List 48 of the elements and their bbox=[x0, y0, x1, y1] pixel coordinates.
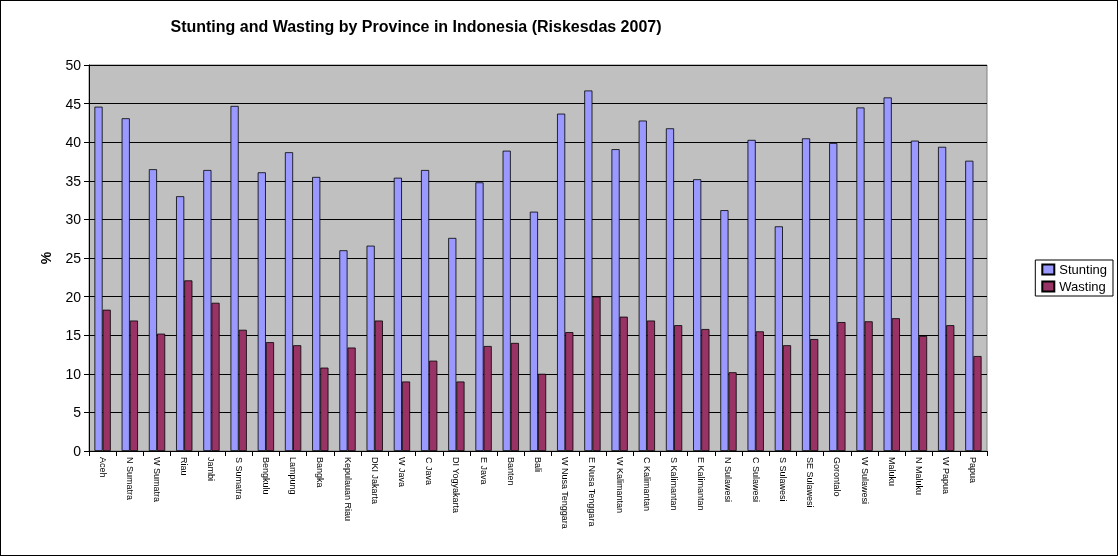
x-tick-label: W Sumatra bbox=[152, 457, 163, 503]
x-tick-label: S Kalimantan bbox=[669, 457, 680, 511]
y-tick-label: 20 bbox=[65, 288, 82, 305]
x-tick-label: C Sulawesi bbox=[750, 457, 761, 503]
x-tick-label: Lampung bbox=[288, 457, 299, 495]
x-tick-label: W Nusa Tenggara bbox=[560, 457, 571, 529]
x-tick-label: Bengkulu bbox=[260, 457, 271, 495]
x-tick-label: C Kalimantan bbox=[641, 457, 652, 512]
legend-label: Stunting bbox=[1059, 262, 1107, 277]
y-tick-label: 15 bbox=[65, 327, 82, 344]
x-tick-label: W Kalimantan bbox=[614, 457, 625, 514]
y-tick-label: 35 bbox=[65, 172, 82, 189]
x-tick-label: E Nusa Tenggara bbox=[587, 457, 598, 527]
x-tick-label: N Sumatra bbox=[124, 457, 135, 501]
x-tick-label: E Java bbox=[478, 457, 489, 485]
x-tick-label: N Maluku bbox=[913, 457, 924, 496]
x-tick-label: Riau bbox=[179, 457, 190, 476]
x-tick-label: Banten bbox=[505, 457, 516, 486]
x-tick-label: Papua bbox=[968, 457, 979, 484]
x-tick-label: Bali bbox=[533, 457, 543, 473]
x-tick-label: DI Yogyakarta bbox=[451, 457, 462, 514]
y-tick-label: 40 bbox=[65, 134, 82, 151]
legend-label: Wasting bbox=[1059, 279, 1106, 294]
x-tick-label: Aceh bbox=[97, 457, 108, 478]
x-tick-label: Bangka bbox=[315, 457, 326, 488]
x-tick-label: S Sumatra bbox=[233, 457, 244, 500]
x-tick-label: W Papua bbox=[941, 457, 952, 495]
x-tick-label: W Sulawesi bbox=[859, 457, 870, 505]
x-tick-label: S Sulawesi bbox=[777, 457, 788, 502]
x-tick-label: N Sulawesi bbox=[723, 457, 734, 503]
y-axis-title: % bbox=[38, 251, 54, 265]
x-tick-label: E Kalimantan bbox=[696, 457, 707, 511]
x-tick-label: C Java bbox=[424, 457, 435, 486]
y-tick-label: 30 bbox=[65, 211, 82, 228]
x-tick-label: Kepulauan Riau bbox=[342, 457, 353, 522]
x-tick-label: DKI Jakarta bbox=[369, 457, 380, 505]
y-tick-label: 45 bbox=[65, 95, 82, 112]
y-tick-label: 0 bbox=[73, 443, 82, 459]
y-tick-label: 10 bbox=[65, 365, 82, 382]
x-tick-label: Maluku bbox=[886, 457, 897, 487]
y-tick-label: 5 bbox=[73, 404, 82, 421]
y-tick-label: 50 bbox=[65, 57, 82, 73]
x-tick-label: W Java bbox=[396, 457, 407, 488]
y-tick-label: 25 bbox=[65, 250, 82, 266]
x-tick-label: Gorontalo bbox=[832, 457, 843, 497]
x-tick-label: Jambi bbox=[206, 457, 217, 482]
x-tick-label: SE Sulawesi bbox=[805, 457, 816, 508]
chart-title: Stunting and Wasting by Province in Indonesia (Riskesdas 2007) bbox=[170, 17, 662, 35]
